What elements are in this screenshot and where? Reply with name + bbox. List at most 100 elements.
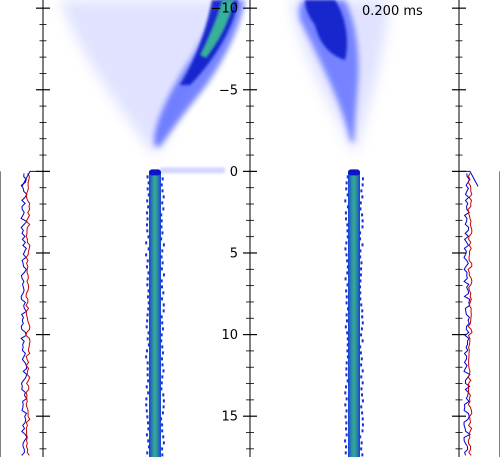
droplet bbox=[147, 235, 150, 239]
droplet bbox=[145, 325, 148, 329]
droplet bbox=[162, 435, 165, 439]
droplet bbox=[345, 217, 348, 221]
droplet bbox=[162, 393, 165, 397]
droplet bbox=[160, 381, 163, 385]
droplet bbox=[146, 451, 149, 455]
droplet bbox=[147, 439, 150, 443]
droplet bbox=[344, 415, 347, 419]
droplet bbox=[162, 405, 165, 409]
liquid-jet-right bbox=[348, 171, 360, 457]
droplet bbox=[160, 237, 163, 241]
droplet bbox=[345, 409, 348, 413]
droplet bbox=[345, 289, 348, 293]
droplet bbox=[361, 321, 364, 325]
droplet bbox=[160, 213, 163, 217]
droplet bbox=[161, 321, 164, 325]
droplet bbox=[361, 339, 364, 343]
right-profile-panel bbox=[452, 0, 500, 457]
droplet bbox=[346, 337, 349, 341]
droplet bbox=[162, 207, 165, 211]
droplet bbox=[360, 405, 363, 409]
droplet bbox=[361, 411, 364, 415]
droplet bbox=[147, 391, 150, 395]
droplet bbox=[161, 363, 164, 367]
nozzle-left bbox=[149, 169, 161, 176]
droplet bbox=[359, 201, 362, 205]
droplet bbox=[360, 357, 363, 361]
liquid-jet-left bbox=[149, 171, 161, 457]
y-tick-label: 0 bbox=[230, 165, 238, 180]
droplet bbox=[161, 423, 164, 427]
droplet bbox=[161, 201, 164, 205]
droplet bbox=[145, 241, 148, 245]
droplet bbox=[361, 219, 364, 223]
droplet bbox=[345, 301, 348, 305]
droplet bbox=[346, 343, 349, 347]
droplet bbox=[345, 367, 348, 371]
droplet bbox=[359, 279, 362, 283]
y-tick-label: 15 bbox=[221, 410, 238, 425]
spray-core-right bbox=[305, 0, 347, 60]
droplet bbox=[160, 225, 163, 229]
droplet bbox=[360, 441, 363, 445]
droplet bbox=[162, 195, 165, 199]
droplet bbox=[145, 223, 148, 227]
droplet bbox=[162, 369, 165, 373]
droplet bbox=[361, 399, 364, 403]
droplet bbox=[359, 297, 362, 301]
droplet bbox=[147, 445, 150, 449]
droplet bbox=[147, 331, 150, 335]
droplet bbox=[160, 315, 163, 319]
droplet bbox=[346, 379, 349, 383]
droplet bbox=[160, 417, 163, 421]
droplet bbox=[145, 433, 148, 437]
droplet bbox=[161, 297, 164, 301]
droplet bbox=[146, 415, 149, 419]
droplet bbox=[359, 207, 362, 211]
droplet bbox=[160, 267, 163, 271]
droplet bbox=[146, 187, 149, 191]
droplet bbox=[359, 435, 362, 439]
droplet bbox=[146, 337, 149, 341]
droplet bbox=[345, 313, 348, 317]
droplet bbox=[360, 267, 363, 271]
droplet bbox=[161, 327, 164, 331]
droplet bbox=[147, 205, 150, 209]
droplet bbox=[146, 229, 149, 233]
droplet bbox=[361, 429, 364, 433]
droplet bbox=[160, 357, 163, 361]
droplet bbox=[161, 351, 164, 355]
droplet bbox=[161, 411, 164, 415]
droplet bbox=[359, 249, 362, 253]
droplet bbox=[346, 283, 349, 287]
spray-cloud-left bbox=[60, 0, 230, 152]
droplet bbox=[345, 433, 348, 437]
droplet bbox=[146, 283, 149, 287]
droplet bbox=[345, 421, 348, 425]
droplet bbox=[147, 421, 150, 425]
droplet bbox=[345, 361, 348, 365]
droplet bbox=[146, 259, 149, 263]
spray-hot-left bbox=[200, 0, 234, 58]
droplet bbox=[361, 243, 364, 247]
droplet bbox=[147, 379, 150, 383]
profile-cap bbox=[21, 170, 38, 187]
droplet bbox=[361, 177, 364, 181]
droplet bbox=[160, 279, 163, 283]
droplet bbox=[147, 271, 150, 275]
droplet bbox=[160, 183, 163, 187]
droplet bbox=[146, 367, 149, 371]
heatmap-panels bbox=[60, 0, 390, 457]
droplet bbox=[146, 211, 149, 215]
droplet bbox=[361, 225, 364, 229]
droplet bbox=[161, 453, 164, 457]
droplet bbox=[361, 417, 364, 421]
droplet bbox=[160, 339, 163, 343]
droplet bbox=[360, 189, 363, 193]
droplet bbox=[344, 403, 347, 407]
droplet bbox=[146, 175, 149, 179]
droplet bbox=[147, 247, 150, 251]
droplet bbox=[160, 387, 163, 391]
y-tick-label: 5 bbox=[230, 246, 238, 261]
droplet bbox=[145, 409, 148, 413]
